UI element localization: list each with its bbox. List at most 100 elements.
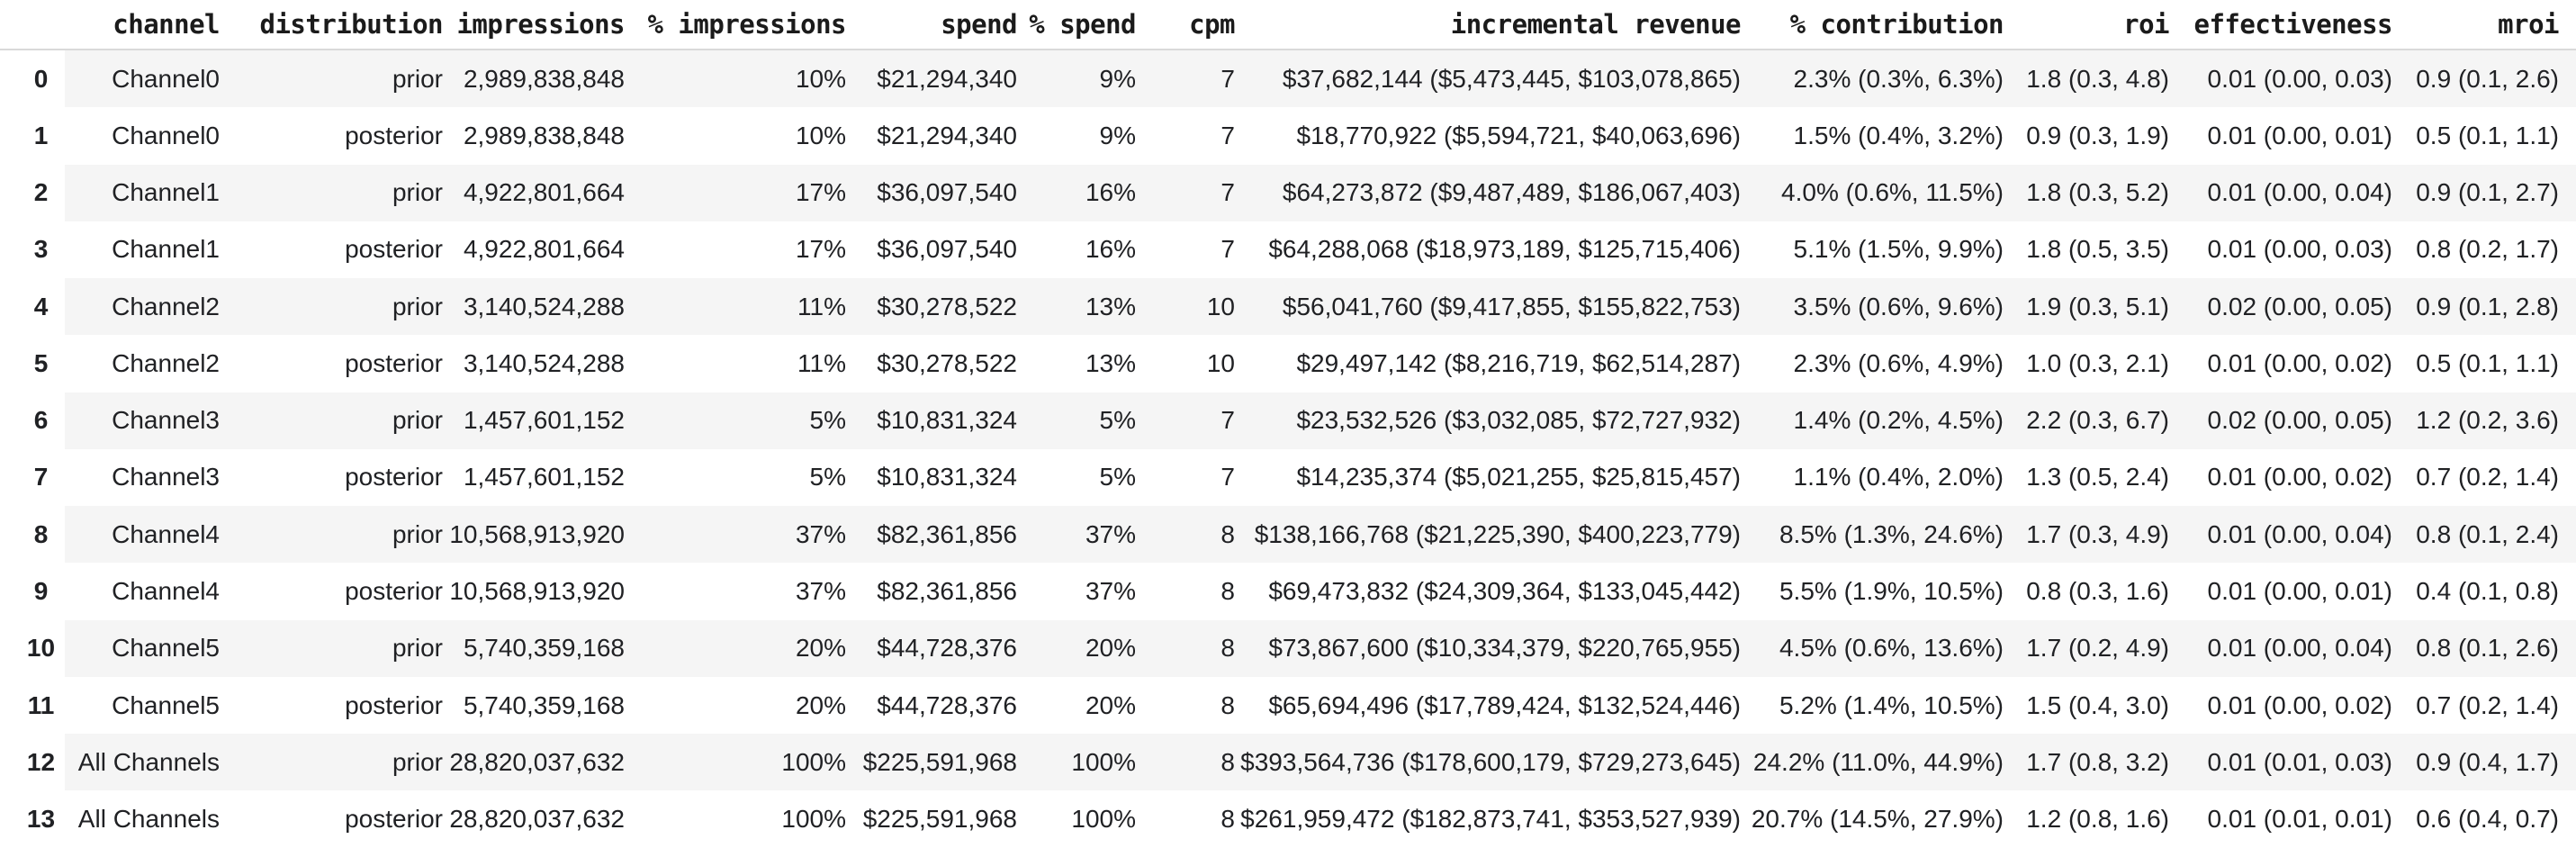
cell-cpm: 8 — [1220, 805, 1235, 834]
cell-incremental-revenue: $261,959,472 ($182,873,741, $353,527,939… — [1240, 805, 1741, 834]
cell-spend: $36,097,540 — [846, 164, 1017, 221]
cell-distribution: prior — [220, 50, 443, 108]
cell-channel: Channel4 — [112, 577, 220, 606]
cell-pct-contribution: 3.5% (0.6%, 9.6%) — [1741, 278, 2004, 336]
cell-channel: All Channels — [77, 805, 220, 834]
cell-spend: $21,294,340 — [846, 50, 1017, 108]
column-header-spend: spend — [846, 0, 1018, 50]
cell-roi: 2.2 (0.3, 6.7) — [2004, 392, 2169, 449]
cell-spend: $44,728,376 — [846, 619, 1017, 677]
cell-pct-spend: 13% — [1085, 348, 1136, 377]
cell-effectiveness: 0.01 (0.00, 0.04) — [2169, 619, 2392, 677]
cell-pct-spend: 13% — [1017, 278, 1136, 336]
row-index: 6 — [33, 406, 49, 435]
cell-impressions: 3,140,524,288 — [443, 278, 625, 336]
cell-spend: $82,361,856 — [846, 506, 1017, 564]
table-row-4: 4 Channel2 prior 3,140,524,288 11% $30,278,52… — [0, 278, 2576, 336]
cell-mroi: 0.8 (0.1, 2.4) — [2392, 506, 2576, 564]
cell-roi: 1.3 (0.5, 2.4) — [2026, 463, 2169, 492]
cell-impressions: 1,457,601,152 — [443, 392, 625, 449]
row-index: 11 — [27, 690, 55, 719]
cell-pct-impressions: 17% — [625, 164, 846, 221]
table-row-6: 6 Channel3 prior 1,457,601,152 5% $10,831,324… — [0, 392, 2576, 449]
column-header-mroi: mroi — [2392, 0, 2576, 50]
row-index: 2 — [33, 178, 49, 207]
cell-pct-spend: 16% — [1085, 235, 1136, 264]
cell-mroi: 0.5 (0.1, 1.1) — [2416, 121, 2559, 149]
cell-cpm: 7 — [1220, 463, 1235, 492]
cell-distribution: prior — [220, 619, 443, 677]
cell-channel: Channel5 — [65, 619, 220, 677]
cell-pct-impressions: 37% — [625, 506, 846, 564]
cell-incremental-revenue: $14,235,374 ($5,021,255, $25,815,457) — [1296, 463, 1741, 492]
cell-effectiveness: 0.01 (0.00, 0.01) — [2207, 577, 2392, 606]
cell-pct-spend: 100% — [1071, 805, 1136, 834]
cell-cpm: 7 — [1136, 50, 1235, 108]
row-index: 7 — [33, 463, 49, 492]
cell-spend: $21,294,340 — [877, 121, 1017, 149]
row-index: 13 — [26, 805, 56, 834]
cell-pct-contribution: 2.3% (0.3%, 6.3%) — [1741, 50, 2004, 108]
cell-effectiveness: 0.01 (0.01, 0.03) — [2169, 734, 2392, 791]
cell-cpm: 7 — [1136, 392, 1235, 449]
cell-spend: $82,361,856 — [877, 577, 1017, 606]
cell-spend: $225,591,968 — [846, 734, 1017, 791]
cell-mroi: 0.5 (0.1, 1.1) — [2416, 348, 2559, 377]
cell-effectiveness: 0.02 (0.00, 0.05) — [2169, 392, 2392, 449]
column-header-roi: roi — [2004, 0, 2170, 50]
cell-pct-impressions: 37% — [795, 577, 846, 606]
cell-pct-contribution: 5.5% (1.9%, 10.5%) — [1779, 577, 2004, 606]
table-row-7: 7 Channel3 posterior 1,457,601,152 5% $10,831… — [0, 449, 2576, 506]
cell-pct-impressions: 100% — [781, 805, 846, 834]
row-index: 0 — [33, 64, 49, 93]
cell-pct-spend: 16% — [1017, 164, 1136, 221]
table-row-0: 0 Channel0 prior 2,989,838,848 10% $21,294,34… — [0, 50, 2576, 108]
cell-cpm: 7 — [1220, 121, 1235, 149]
cell-roi: 1.7 (0.3, 4.9) — [2004, 506, 2169, 564]
cell-channel: Channel2 — [65, 278, 220, 336]
cell-pct-impressions: 5% — [625, 392, 846, 449]
cell-distribution: posterior — [345, 348, 443, 377]
cell-cpm: 7 — [1220, 235, 1235, 264]
cell-incremental-revenue: $69,473,832 ($24,309,364, $133,045,442) — [1268, 577, 1741, 606]
cell-roi: 1.8 (0.5, 3.5) — [2026, 235, 2169, 264]
cell-pct-spend: 37% — [1085, 577, 1136, 606]
cell-distribution: posterior — [345, 463, 443, 492]
table-row-1: 1 Channel0 posterior 2,989,838,848 10% $21,29… — [0, 107, 2576, 164]
cell-cpm: 10 — [1206, 348, 1235, 377]
cell-spend: $30,278,522 — [846, 278, 1017, 336]
cell-spend: $225,591,968 — [862, 805, 1017, 834]
cell-effectiveness: 0.01 (0.00, 0.01) — [2207, 121, 2392, 149]
cell-spend: $10,831,324 — [846, 392, 1017, 449]
cell-distribution: prior — [220, 164, 443, 221]
row-index: 1 — [33, 121, 49, 149]
cell-incremental-revenue: $37,682,144 ($5,473,445, $103,078,865) — [1235, 50, 1741, 108]
cell-impressions: 10,568,913,920 — [443, 506, 625, 564]
cell-impressions: 2,989,838,848 — [443, 50, 625, 108]
cell-distribution: prior — [220, 734, 443, 791]
row-index: 12 — [26, 747, 56, 776]
cell-channel: Channel1 — [65, 164, 220, 221]
cell-cpm: 8 — [1136, 619, 1235, 677]
cell-mroi: 0.9 (0.1, 2.6) — [2392, 50, 2576, 108]
cell-incremental-revenue: $393,564,736 ($178,600,179, $729,273,645… — [1235, 734, 1741, 791]
cell-effectiveness: 0.01 (0.01, 0.01) — [2207, 805, 2392, 834]
cell-pct-impressions: 10% — [795, 121, 846, 149]
cell-pct-spend: 20% — [1017, 619, 1136, 677]
column-header-index — [0, 0, 65, 50]
column-header-effectiveness: effectiveness — [2169, 0, 2393, 50]
cell-distribution: prior — [220, 278, 443, 336]
cell-cpm: 8 — [1136, 506, 1235, 564]
table-row-10: 10 Channel5 prior 5,740,359,168 20% $44,728,3… — [0, 619, 2576, 677]
cell-roi: 0.9 (0.3, 1.9) — [2026, 121, 2169, 149]
cell-channel: Channel2 — [112, 348, 220, 377]
cell-pct-spend: 20% — [1085, 690, 1136, 719]
cell-pct-impressions: 11% — [797, 348, 846, 377]
cell-mroi: 0.8 (0.1, 2.6) — [2392, 619, 2576, 677]
cell-distribution: posterior — [345, 121, 443, 149]
table-row-13: 13 All Channels posterior 28,820,037,632 100… — [0, 790, 2576, 847]
header-row: channel distribution impressions% impressi… — [0, 0, 2576, 50]
cell-cpm: 7 — [1136, 164, 1235, 221]
cell-channel: Channel1 — [112, 235, 220, 264]
